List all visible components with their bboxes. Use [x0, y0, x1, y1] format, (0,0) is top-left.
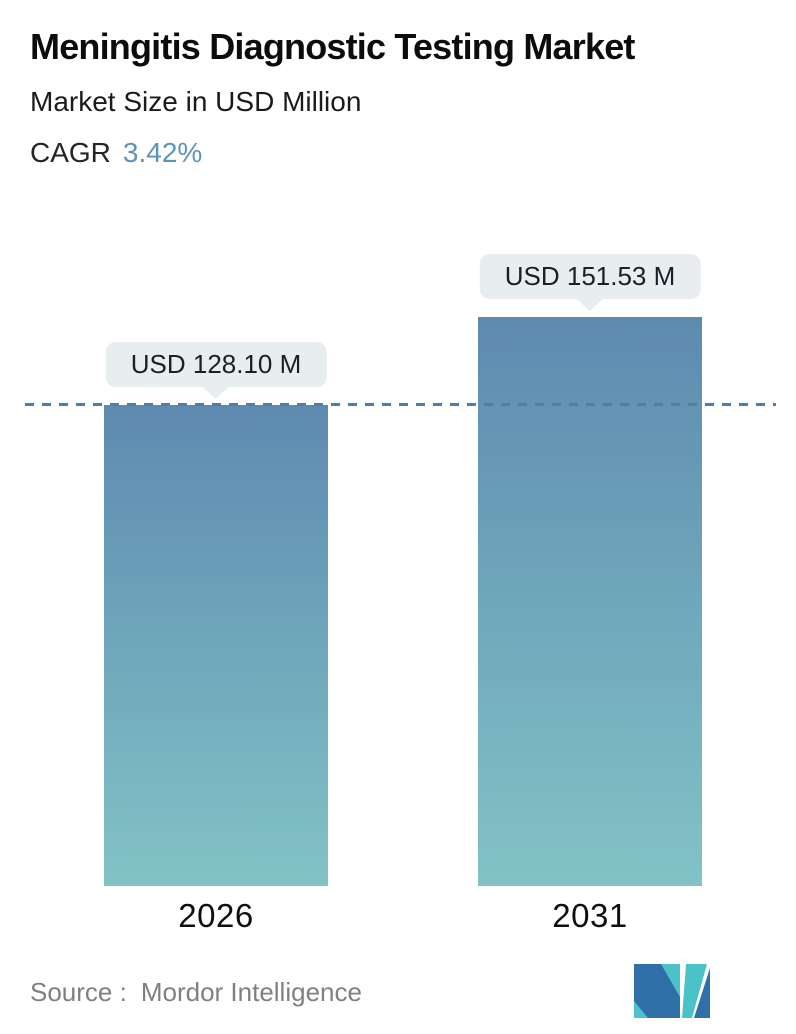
value-tooltip-label: USD 151.53 M: [504, 261, 676, 291]
value-tooltip-label: USD 128.10 M: [130, 349, 302, 379]
bar-2026: USD 128.10 M 2026: [104, 342, 328, 934]
x-tick-label-2026: 2026: [178, 897, 254, 934]
x-tick-label-2031: 2031: [552, 897, 628, 934]
source-name: Mordor Intelligence: [140, 977, 362, 1007]
page-title: Meningitis Diagnostic Testing Market: [30, 26, 635, 67]
tooltip-pointer-icon: [577, 299, 603, 311]
value-tooltip: USD 128.10 M: [105, 342, 327, 399]
cagr-label: CAGR: [30, 137, 111, 168]
value-tooltip: USD 151.53 M: [479, 254, 701, 311]
source-row: Source : Mordor Intelligence: [30, 977, 362, 1008]
cagr-value: 3.42%: [122, 137, 203, 168]
bar-2031: USD 151.53 M 2031: [478, 254, 702, 934]
cagr-row: CAGR 3.42%: [30, 137, 202, 169]
mordor-intelligence-logo-icon: [634, 964, 710, 1018]
chart-subtitle: Market Size in USD Million: [30, 86, 362, 117]
tooltip-pointer-icon: [203, 387, 229, 399]
reference-line: [25, 403, 776, 406]
source-label: Source :: [30, 977, 127, 1007]
